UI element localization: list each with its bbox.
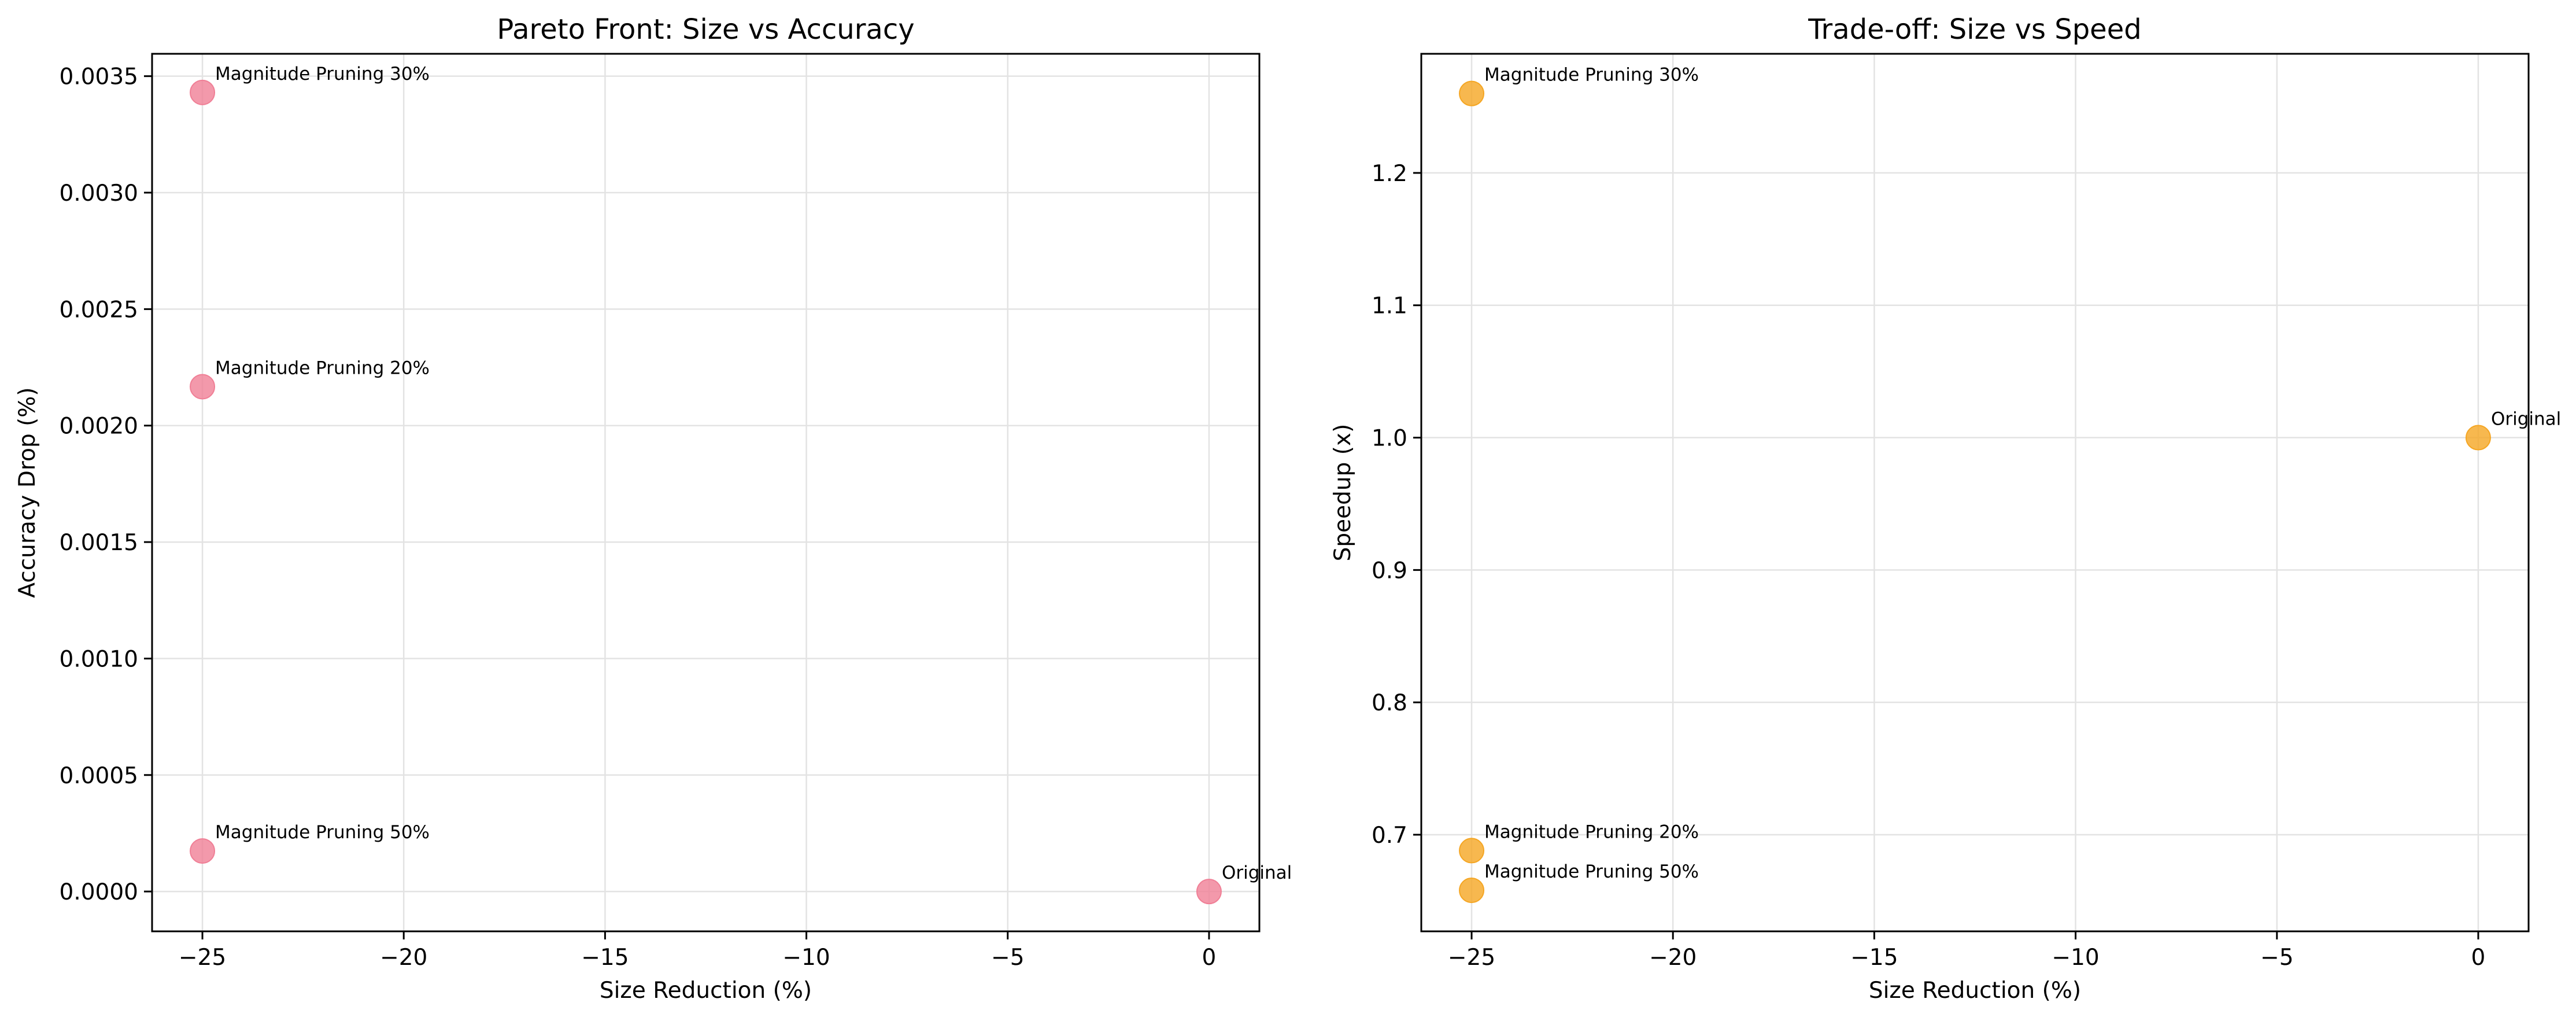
point-annotation: Magnitude Pruning 20% [215,357,430,378]
y-axis-label: Accuracy Drop (%) [14,387,40,598]
x-tick-label: 0 [1202,945,1217,971]
plot-frame [1420,53,2530,932]
y-tick-label: 0.9 [1372,558,1407,584]
y-tick-label: 0.8 [1372,690,1407,716]
data-point [190,79,216,105]
x-axis-label: Size Reduction (%) [1869,978,2081,1004]
y-tick-label: 0.0015 [60,530,138,556]
point-annotation: Magnitude Pruning 20% [1484,821,1699,842]
x-tick-label: −10 [2052,945,2099,971]
x-tick-label: −15 [1850,945,1898,971]
x-tick-label: −25 [179,945,226,971]
y-tick-label: 1.1 [1372,293,1407,319]
chart-panel-1: −25 −20 −15 −10 −5 0 0.0000 0.0005 0.0010 0.0015 0… [14,13,1292,1004]
data-point [1459,80,1485,106]
y-tick-label: 0.0000 [60,879,138,905]
x-tick-label: −15 [581,945,629,971]
x-tick-label: −20 [380,945,427,971]
y-tick-label: 0.0035 [60,64,138,90]
x-tick-label: −10 [782,945,830,971]
data-point [1459,838,1485,864]
data-point [1459,878,1485,904]
y-tick-label: 0.0030 [60,180,138,207]
data-point [190,374,216,400]
y-tick-label: 1.2 [1372,161,1407,187]
x-axis-label: Size Reduction (%) [600,978,812,1004]
x-tick-label: −5 [2260,945,2294,971]
y-tick-label: 0.7 [1372,823,1407,849]
point-annotation: Original [2491,409,2561,430]
point-annotation: Magnitude Pruning 30% [1484,65,1699,86]
x-tick-label: −5 [991,945,1025,971]
point-annotation: Magnitude Pruning 50% [1484,861,1699,882]
y-tick-label: 1.0 [1372,426,1407,452]
point-annotation: Magnitude Pruning 30% [215,64,430,84]
plot-frame [151,53,1261,932]
data-point [1196,879,1222,905]
y-tick-label: 0.0010 [60,646,138,672]
y-axis-label: Speedup (x) [1330,424,1356,562]
data-point [190,838,216,864]
data-point [2465,425,2491,451]
x-tick-label: 0 [2471,945,2486,971]
x-tick-label: −20 [1649,945,1697,971]
chart-panel-2: −25 −20 −15 −10 −5 0 0.7 0.8 0.9 1.0 1.1 1.2 Origina… [1330,13,2561,1004]
y-tick-label: 0.0005 [60,763,138,789]
y-tick-label: 0.0025 [60,297,138,323]
chart-title: Pareto Front: Size vs Accuracy [497,13,914,46]
point-annotation: Magnitude Pruning 50% [215,822,430,843]
chart-title: Trade-off: Size vs Speed [1808,13,2141,46]
y-tick-label: 0.0020 [60,414,138,440]
point-annotation: Original [1222,862,1292,883]
x-tick-label: −25 [1448,945,1495,971]
